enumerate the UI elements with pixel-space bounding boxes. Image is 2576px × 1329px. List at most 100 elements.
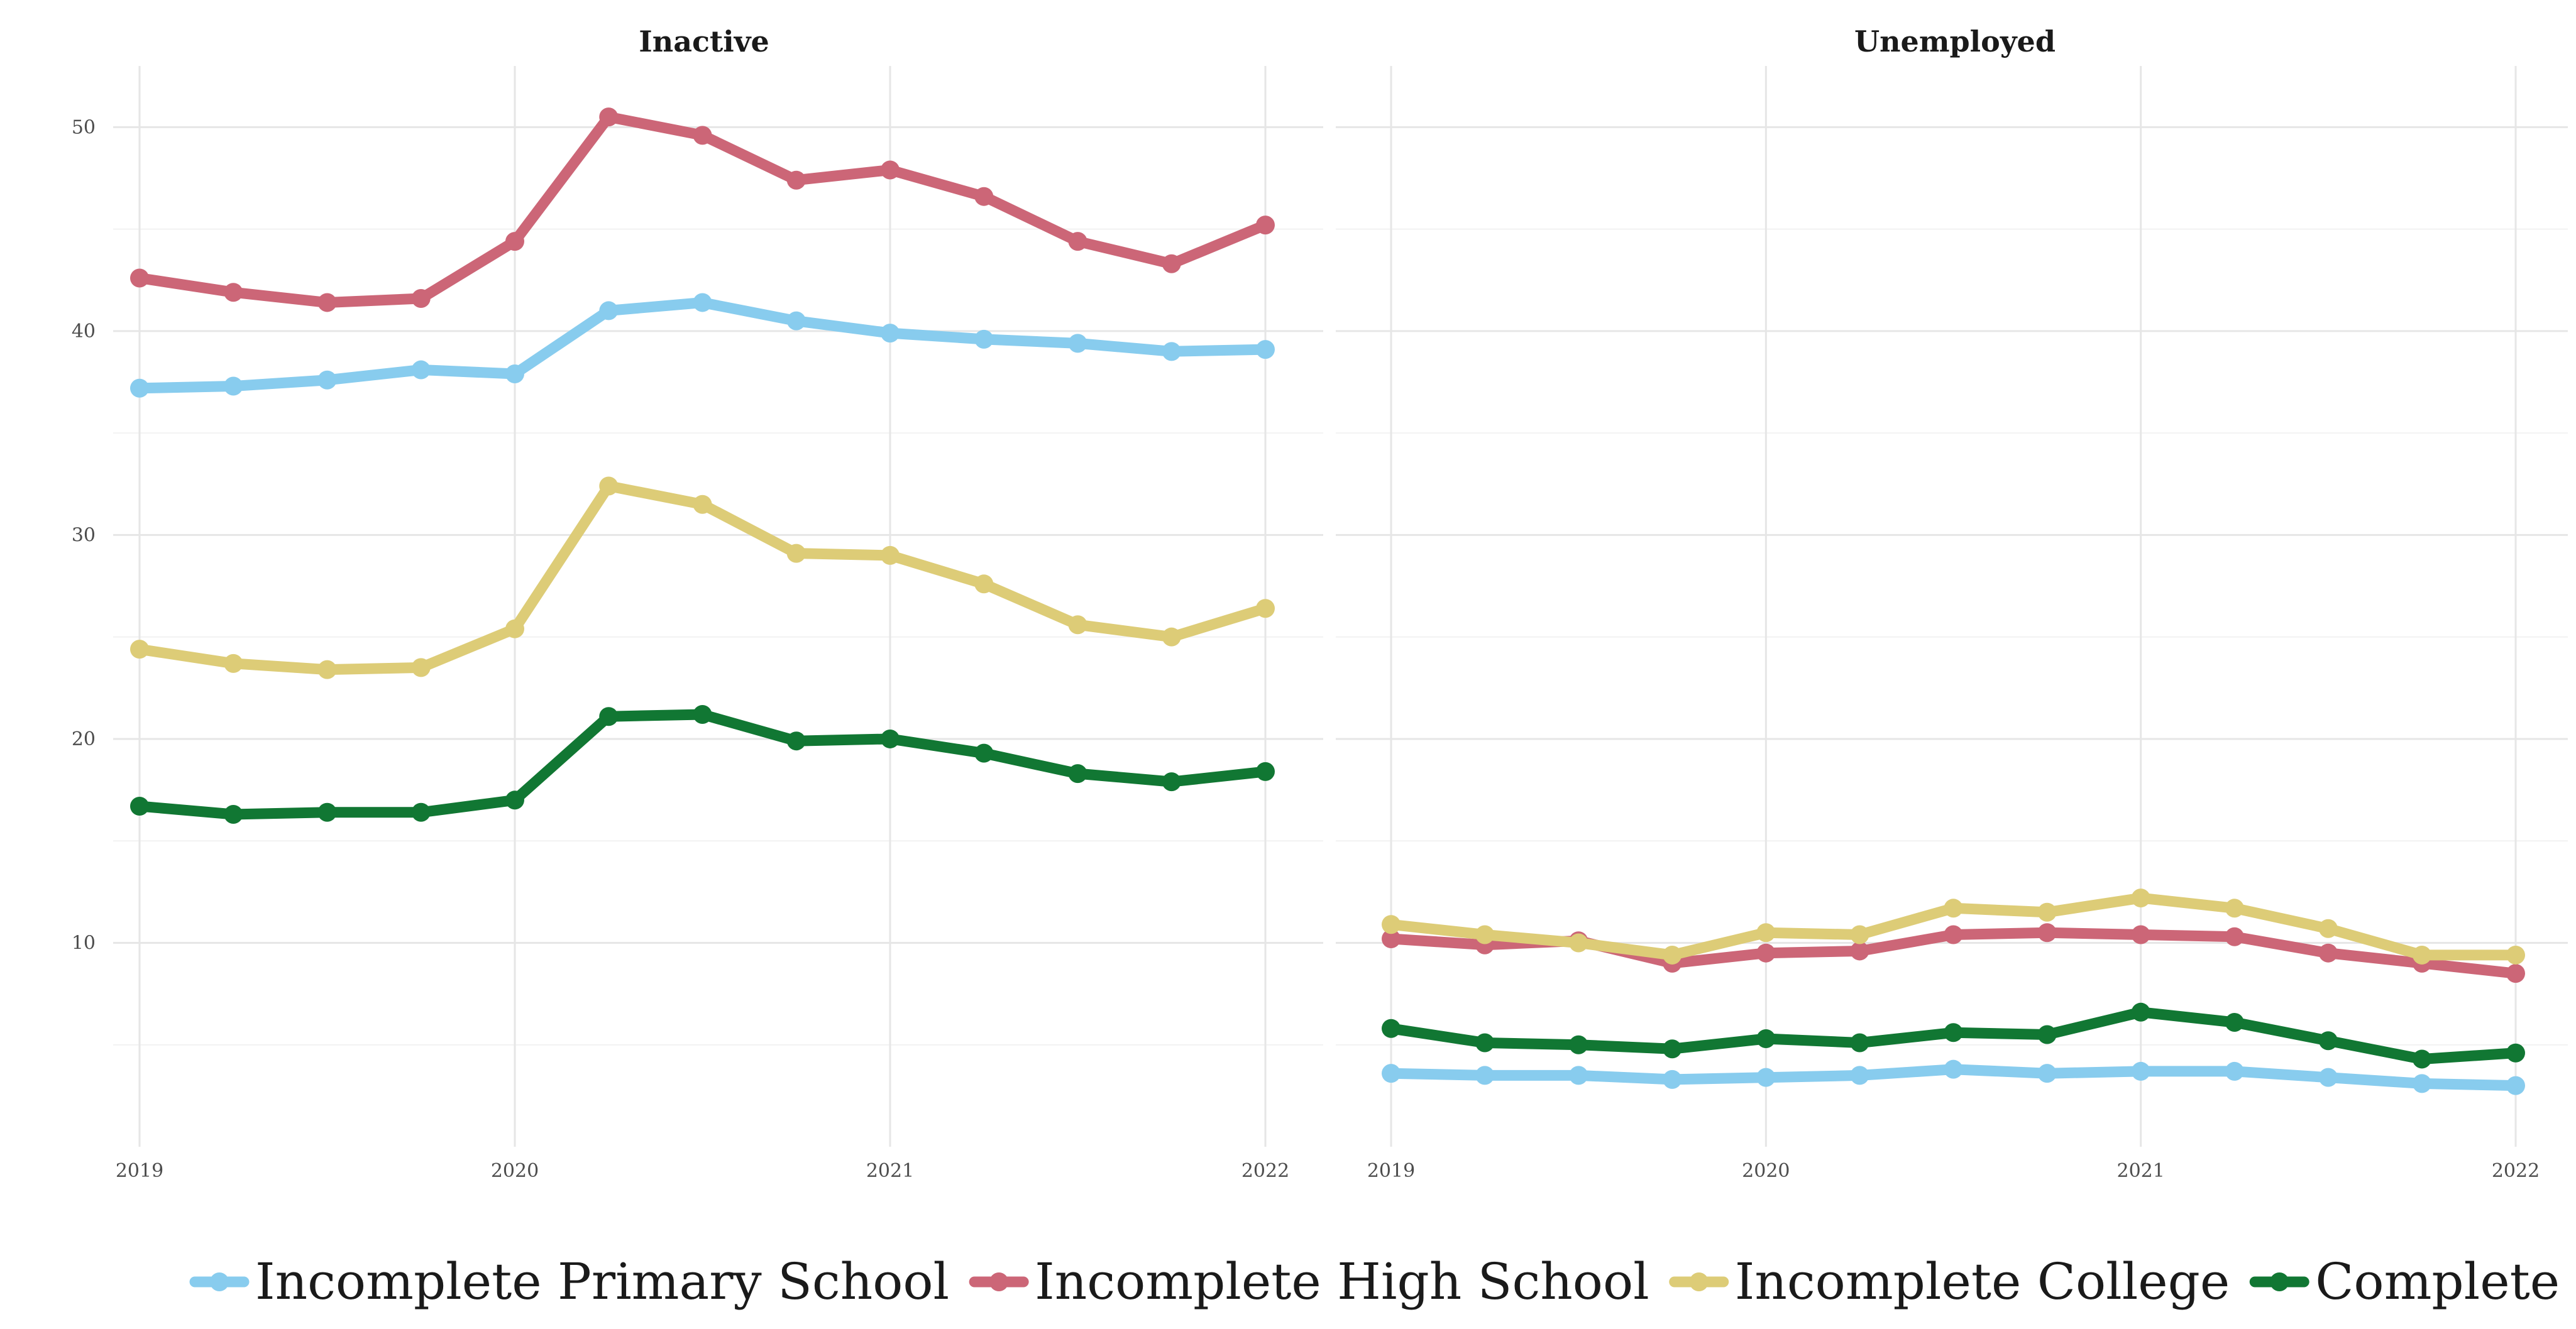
legend-item-complete-college: Complete College — [2249, 1252, 2576, 1311]
data-point-complete-college — [786, 731, 806, 751]
data-point-incomplete-college — [1068, 615, 1087, 635]
data-point-incomplete-high-school — [411, 288, 431, 308]
data-point-incomplete-high-school — [1256, 216, 1275, 235]
legend-item-incomplete-college: Incomplete College — [1669, 1252, 2230, 1311]
series-line-incomplete-high-school — [134, 111, 1271, 308]
data-point-incomplete-primary-school — [224, 376, 243, 396]
data-point-incomplete-primary-school — [1944, 1059, 1963, 1079]
data-point-incomplete-college — [974, 574, 994, 594]
legend-key-point — [210, 1272, 229, 1291]
data-point-incomplete-high-school — [224, 283, 243, 302]
data-point-incomplete-primary-school — [1256, 340, 1275, 359]
data-point-incomplete-high-school — [881, 160, 900, 180]
data-point-complete-college — [1756, 1029, 1776, 1048]
data-point-complete-college — [2131, 1002, 2150, 1022]
data-point-incomplete-primary-school — [1162, 342, 1181, 361]
legend-item-incomplete-high-school: Incomplete High School — [969, 1252, 1649, 1311]
series-line-complete-college — [134, 709, 1271, 820]
data-point-incomplete-college — [317, 660, 337, 679]
data-point-complete-college — [974, 743, 994, 763]
data-point-incomplete-college — [599, 476, 619, 496]
data-point-incomplete-high-school — [1944, 925, 1963, 944]
data-point-complete-college — [2412, 1049, 2431, 1069]
data-point-incomplete-high-school — [2037, 923, 2057, 943]
data-point-incomplete-primary-school — [693, 293, 712, 312]
data-point-complete-college — [2318, 1031, 2338, 1051]
data-point-incomplete-college — [2225, 899, 2244, 918]
data-point-incomplete-high-school — [130, 268, 149, 288]
legend: Incomplete Primary School Incomplete High… — [189, 1252, 2576, 1311]
data-point-complete-college — [1382, 1019, 1401, 1038]
data-point-incomplete-primary-school — [1475, 1066, 1495, 1085]
data-point-incomplete-college — [130, 640, 149, 659]
data-point-complete-college — [1068, 764, 1087, 784]
data-point-incomplete-college — [1756, 923, 1776, 943]
y-tick-label: 40 — [72, 320, 96, 342]
data-point-incomplete-high-school — [505, 232, 524, 251]
data-point-incomplete-high-school — [2131, 925, 2150, 944]
data-point-incomplete-high-school — [2506, 964, 2525, 983]
x-tick-label: 2020 — [491, 1160, 539, 1182]
data-point-incomplete-primary-school — [505, 364, 524, 384]
legend-key-point — [989, 1272, 1009, 1291]
data-point-incomplete-primary-school — [1382, 1064, 1401, 1083]
panel-title: Unemployed — [1854, 25, 2056, 58]
data-point-complete-college — [2225, 1013, 2244, 1032]
legend-key-point — [2270, 1272, 2289, 1291]
data-point-incomplete-college — [505, 619, 524, 638]
data-point-incomplete-high-school — [2225, 927, 2244, 946]
data-point-incomplete-primary-school — [881, 324, 900, 343]
y-tick-label: 50 — [72, 116, 96, 138]
data-point-complete-college — [130, 797, 149, 816]
panel-inactive: Inactive 10 20 30 40 50 2019 2020 2021 2022 — [72, 25, 1323, 1182]
y-tick-label: 10 — [72, 932, 96, 954]
data-point-incomplete-college — [786, 544, 806, 563]
data-point-incomplete-primary-school — [599, 301, 619, 320]
data-point-complete-college — [2037, 1025, 2057, 1044]
data-point-incomplete-high-school — [1068, 232, 1087, 251]
data-point-incomplete-high-school — [1162, 254, 1181, 273]
legend-key-point — [1689, 1272, 1709, 1291]
data-point-incomplete-college — [1569, 933, 1588, 953]
data-point-complete-college — [2506, 1043, 2525, 1063]
data-point-complete-college — [1944, 1023, 1963, 1042]
data-point-incomplete-primary-school — [2412, 1074, 2431, 1093]
data-point-complete-college — [1162, 772, 1181, 792]
x-tick-label: 2020 — [1742, 1160, 1790, 1182]
data-point-complete-college — [224, 805, 243, 824]
data-point-incomplete-high-school — [693, 126, 712, 145]
data-point-incomplete-college — [411, 658, 431, 677]
data-point-incomplete-primary-school — [2225, 1061, 2244, 1081]
data-point-incomplete-college — [2037, 902, 2057, 922]
data-point-incomplete-college — [1850, 925, 1869, 944]
data-point-complete-college — [1475, 1033, 1495, 1053]
data-point-incomplete-college — [693, 495, 712, 514]
data-point-incomplete-high-school — [974, 187, 994, 206]
data-point-incomplete-primary-school — [1850, 1066, 1869, 1085]
data-point-incomplete-college — [881, 545, 900, 565]
data-point-complete-college — [317, 802, 337, 822]
data-point-complete-college — [1850, 1033, 1869, 1053]
data-point-complete-college — [599, 707, 619, 726]
data-point-incomplete-primary-school — [2131, 1061, 2150, 1081]
data-point-incomplete-high-school — [1756, 943, 1776, 963]
x-tick-label: 2021 — [866, 1160, 914, 1182]
data-point-incomplete-college — [1162, 627, 1181, 647]
legend-item-incomplete-primary-school: Incomplete Primary School — [189, 1252, 949, 1311]
legend-label: Incomplete Primary School — [255, 1252, 949, 1311]
data-point-incomplete-college — [2318, 919, 2338, 938]
x-tick-label: 2022 — [2492, 1160, 2540, 1182]
data-point-incomplete-college — [224, 654, 243, 673]
legend-label: Incomplete College — [1735, 1252, 2230, 1311]
data-point-incomplete-primary-school — [2506, 1076, 2525, 1095]
data-point-incomplete-high-school — [317, 293, 337, 312]
data-point-complete-college — [1569, 1035, 1588, 1054]
data-point-incomplete-primary-school — [317, 370, 337, 390]
data-point-incomplete-primary-school — [1569, 1066, 1588, 1085]
data-point-incomplete-high-school — [786, 170, 806, 190]
data-point-incomplete-primary-school — [2318, 1068, 2338, 1087]
data-point-complete-college — [693, 705, 712, 724]
x-tick-label: 2022 — [1241, 1160, 1289, 1182]
